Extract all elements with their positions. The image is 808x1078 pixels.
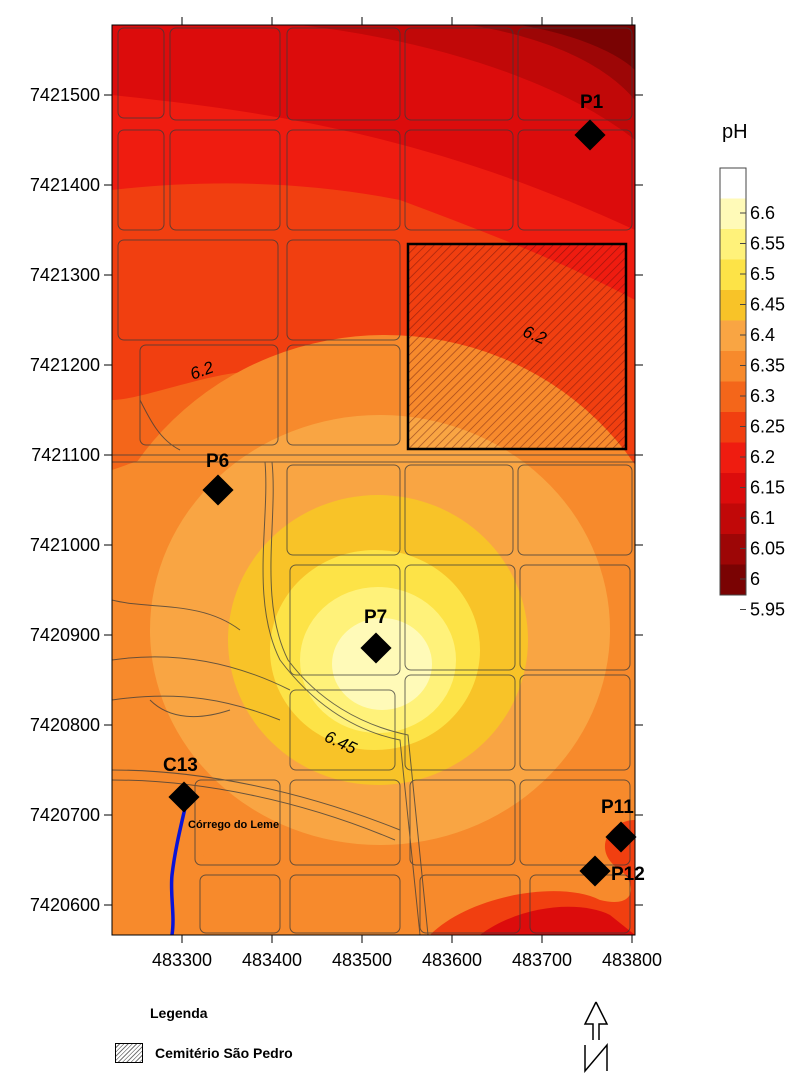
street-grid — [112, 27, 635, 935]
y-tick-label: 7420600 — [30, 895, 100, 915]
stream-label: Córrego do Leme — [188, 819, 279, 831]
colorbar-level-label: 6.3 — [750, 386, 775, 406]
colorbar-swatch — [720, 290, 746, 321]
x-tick-label: 483500 — [332, 950, 392, 970]
x-tick-label: 483300 — [152, 950, 212, 970]
legend-item-cemetery: Cemitério São Pedro — [115, 1043, 293, 1063]
sample-point-marker[interactable] — [202, 474, 234, 506]
colorbar-swatch — [720, 168, 746, 199]
colorbar: 6.6 6.55 6.5 6.45 6.4 6.35 6.3 6.25 6.2 6.15 6.1 6.… — [719, 167, 785, 620]
x-tick-label: 483700 — [512, 950, 572, 970]
point-label-p11: P11 — [601, 797, 634, 818]
legend-title: Legenda — [150, 1005, 208, 1021]
y-tick-label: 7421300 — [30, 265, 100, 285]
y-tick-label: 7421000 — [30, 535, 100, 555]
map-surface — [112, 25, 635, 935]
colorbar-swatch — [720, 412, 746, 443]
x-tick-label: 483800 — [602, 950, 662, 970]
colorbar-level-label: 6.35 — [750, 356, 785, 376]
y-tick-label: 7421100 — [31, 445, 100, 465]
colorbar-level-label: 6 — [750, 569, 760, 589]
colorbar-level-label: 6.45 — [750, 295, 785, 315]
point-label-p1: P1 — [580, 92, 604, 113]
colorbar-swatch — [720, 351, 746, 382]
legend-item-label: Cemitério São Pedro — [155, 1045, 293, 1061]
colorbar-swatch — [720, 503, 746, 534]
x-tick-label: 483400 — [242, 950, 302, 970]
y-tick-labels: 7421500 7421400 7421300 7421200 7421100 … — [30, 85, 100, 915]
colorbar-swatch — [720, 259, 746, 290]
stream-line — [169, 807, 187, 935]
map-frame — [111, 24, 636, 936]
colorbar-level-label: 6.5 — [750, 264, 775, 284]
colorbar-level-label: 6.4 — [750, 325, 775, 345]
point-label-p7: P7 — [364, 607, 387, 628]
point-label-c13: C13 — [163, 755, 198, 776]
colorbar-swatch — [720, 229, 746, 260]
colorbar-level-label: 6.15 — [750, 478, 785, 498]
colorbar-swatch — [720, 564, 746, 595]
x-tick-label: 483600 — [422, 950, 482, 970]
colorbar-level-label: 6.2 — [750, 447, 775, 467]
y-tick-label: 7420800 — [30, 715, 100, 735]
y-tick-label: 7421400 — [30, 175, 100, 195]
hatch-swatch-icon — [115, 1043, 143, 1063]
y-tick-label: 7420700 — [30, 805, 100, 825]
colorbar-swatch — [720, 473, 746, 504]
colorbar-swatch — [720, 320, 746, 351]
colorbar-level-label: 6.05 — [750, 539, 785, 559]
colorbar-swatch — [720, 534, 746, 565]
north-arrow-icon — [583, 1001, 609, 1074]
colorbar-level-label: 6.25 — [750, 417, 785, 437]
point-label-p6: P6 — [206, 451, 229, 472]
colorbar-level-label: 5.95 — [750, 600, 785, 620]
x-tick-labels: 483300 483400 483500 483600 483700 48380… — [152, 950, 662, 970]
y-tick-label: 7421500 — [30, 85, 100, 105]
colorbar-frame — [719, 167, 747, 596]
colorbar-level-label: 6.6 — [750, 203, 775, 223]
y-tick-label: 7420900 — [30, 625, 100, 645]
point-label-p12: P12 — [611, 864, 645, 885]
y-tick-label: 7421200 — [30, 355, 100, 375]
cemetery-polygon — [406, 242, 628, 451]
axis-tick-marks — [104, 17, 643, 943]
sample-point-marker[interactable] — [360, 632, 392, 664]
colorbar-swatch — [720, 442, 746, 473]
colorbar-swatch — [720, 198, 746, 229]
colorbar-title: pH — [722, 121, 748, 143]
colorbar-level-label: 6.55 — [750, 234, 785, 254]
colorbar-level-label: 6.1 — [750, 508, 775, 528]
colorbar-swatch — [720, 381, 746, 412]
